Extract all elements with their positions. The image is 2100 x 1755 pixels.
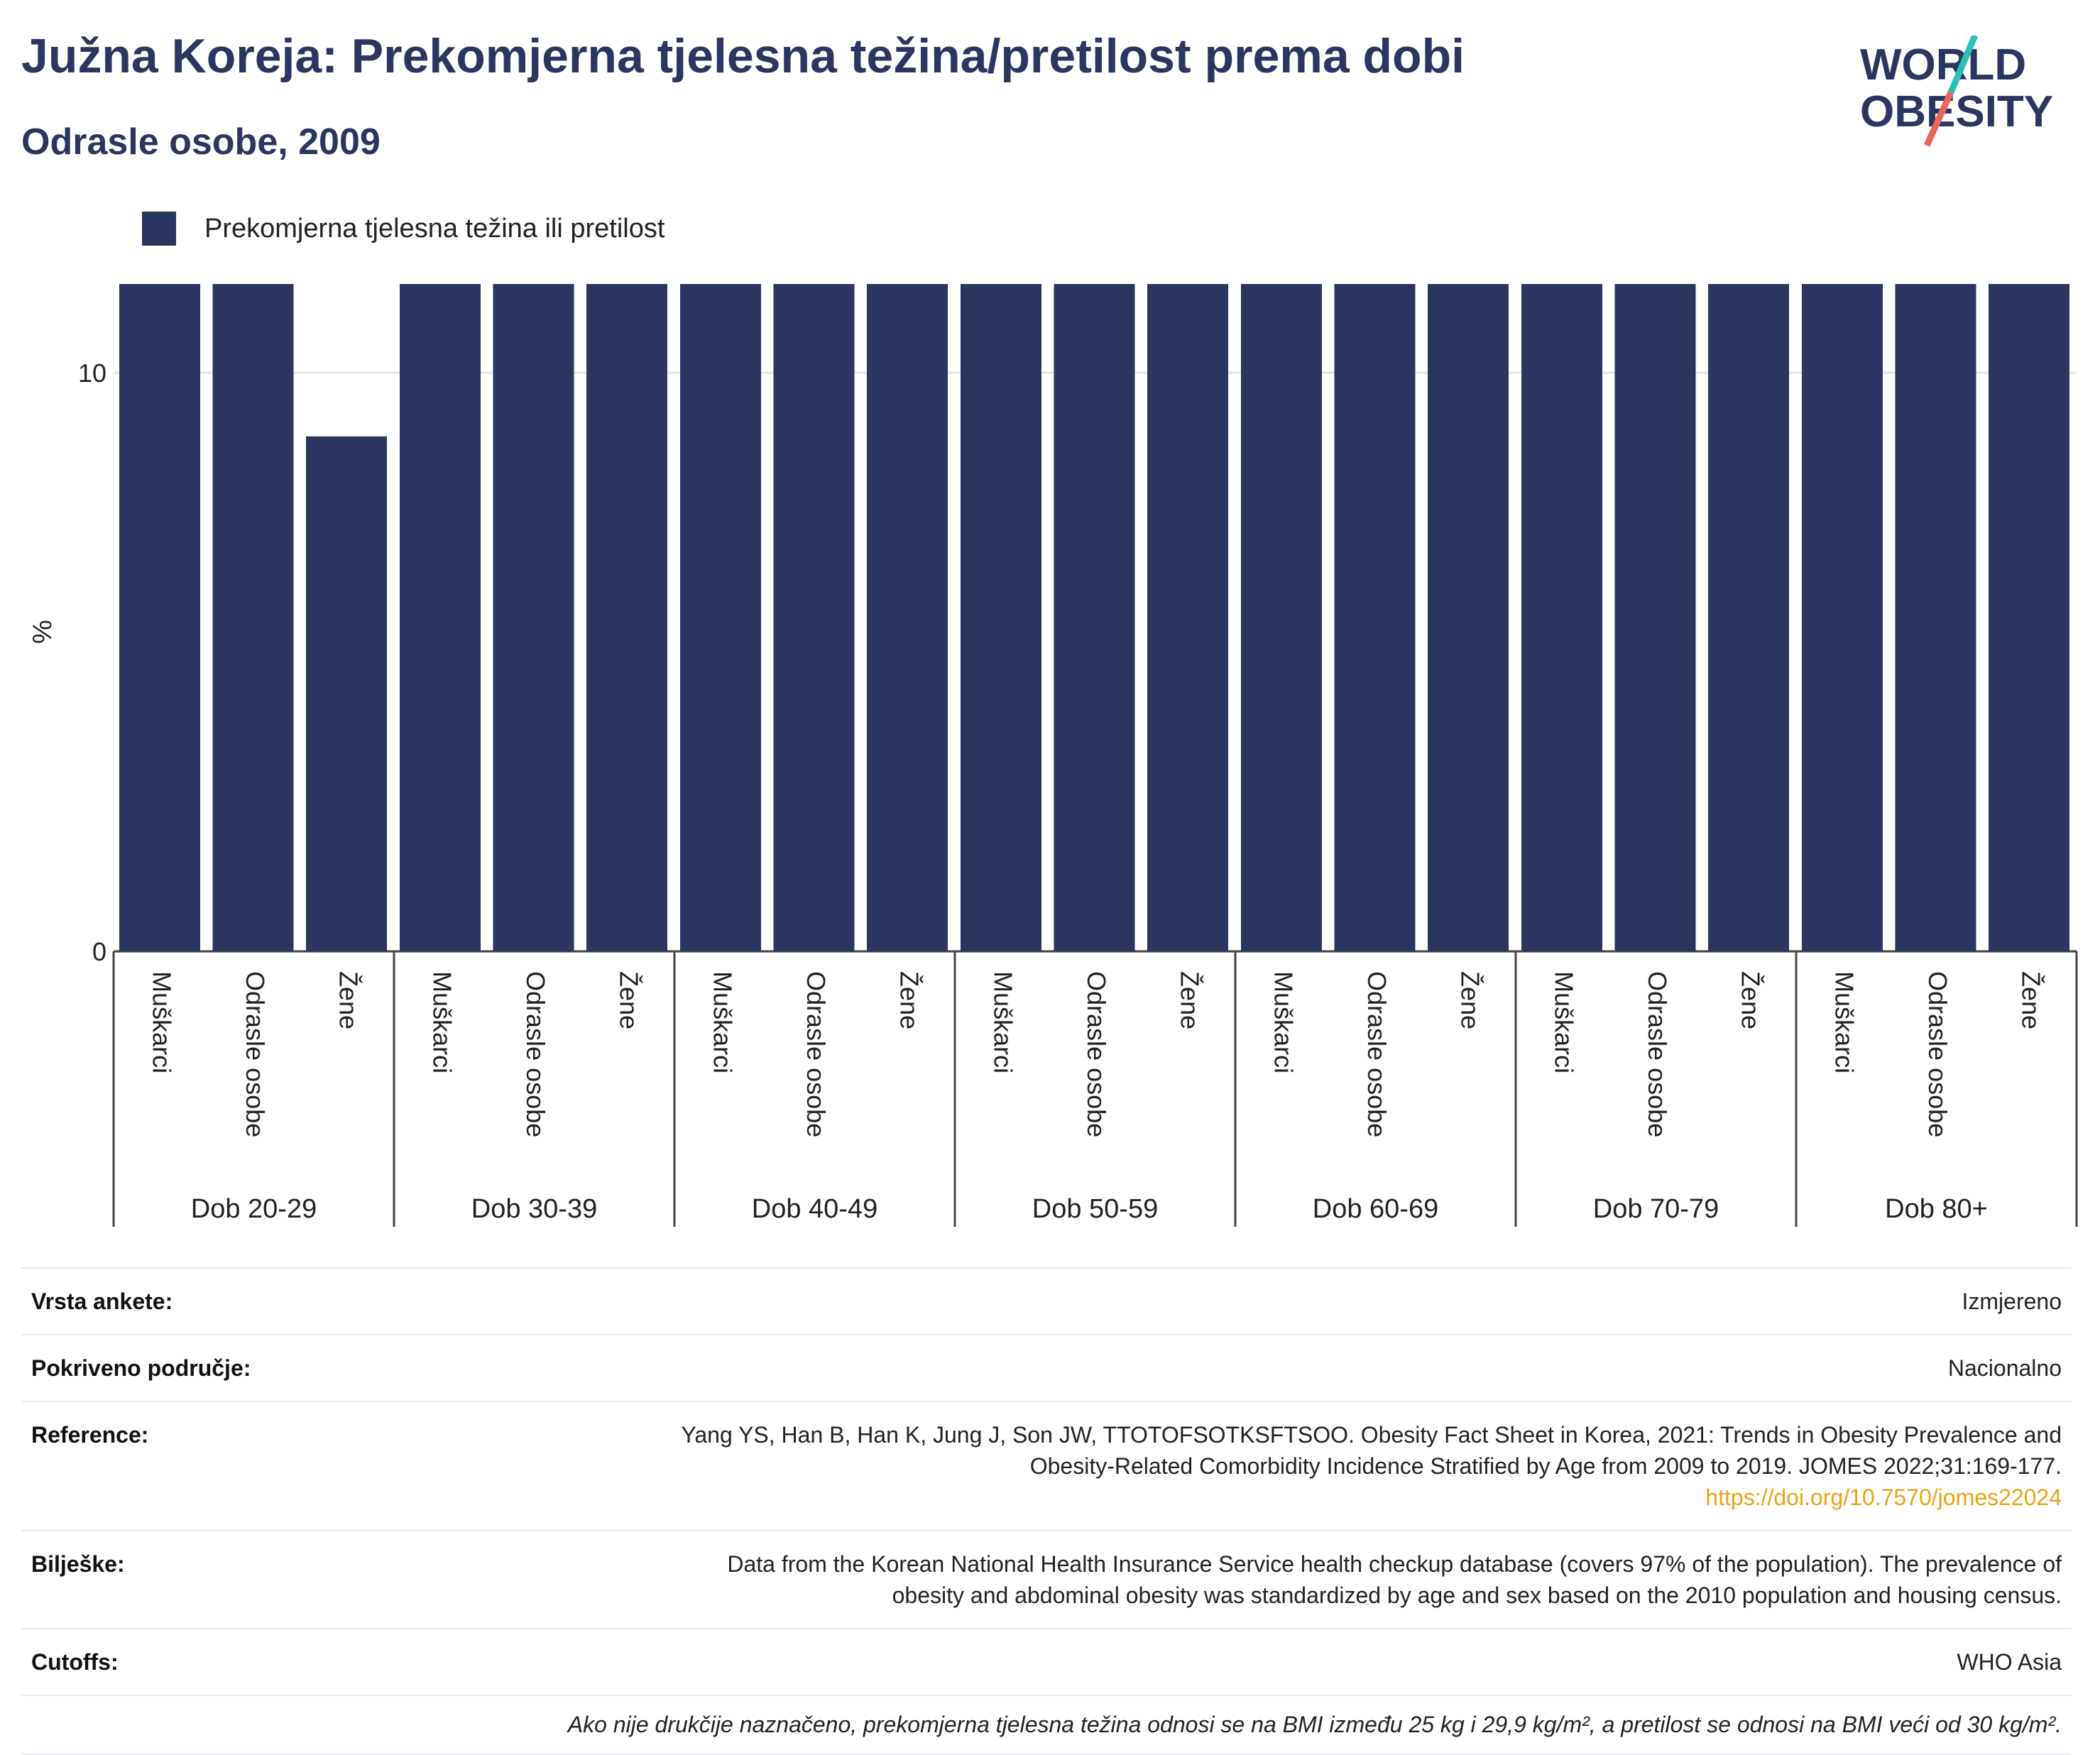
- bar: [493, 284, 574, 951]
- bar: [1614, 284, 1696, 952]
- meta-value: WHO Asia: [1957, 1649, 2062, 1675]
- x-group-label: Dob 40-49: [752, 1194, 877, 1224]
- x-category-label: Odrasle osobe: [1923, 971, 1952, 1137]
- meta-key: Cutoffs:: [31, 1649, 119, 1675]
- meta-key: Vrsta ankete:: [31, 1289, 173, 1314]
- bar: [867, 284, 948, 951]
- x-group-label: Dob 80+: [1885, 1194, 1988, 1224]
- logo-text-obesity: OBESITY: [1860, 87, 2053, 136]
- bar: [1708, 284, 1789, 951]
- notes-line-1: Data from the Korean National Health Ins…: [727, 1551, 2062, 1577]
- bar: [1241, 284, 1322, 951]
- x-category-label: Odrasle osobe: [1643, 971, 1672, 1137]
- bar: [1054, 284, 1135, 951]
- logo-text-world: WORLD: [1860, 40, 2026, 89]
- bar: [1521, 284, 1602, 951]
- y-axis-label: %: [28, 620, 58, 644]
- reference-line-2: Obesity-Related Comorbidity Incidence St…: [1029, 1453, 2062, 1479]
- meta-value: Nacionalno: [1947, 1355, 2062, 1381]
- reference-line-1: Yang YS, Han B, Han K, Jung J, Son JW, T…: [681, 1422, 2062, 1448]
- x-group-label: Dob 70-79: [1593, 1194, 1719, 1224]
- x-category-label: Žene: [1736, 971, 1765, 1029]
- x-category-label: Odrasle osobe: [521, 971, 550, 1137]
- bar: [1428, 284, 1509, 951]
- meta-key: Pokriveno područje:: [31, 1355, 251, 1381]
- x-category-label: Odrasle osobe: [802, 971, 831, 1137]
- definition-footnote: Ako nije drukčije naznačeno, prekomjerna…: [21, 1695, 2072, 1755]
- metadata-table: Vrsta ankete: Izmjereno Pokriveno područ…: [21, 1267, 2072, 1755]
- meta-key: Reference:: [31, 1422, 149, 1448]
- meta-row-coverage: Pokriveno područje: Nacionalno: [21, 1334, 2072, 1401]
- meta-row-cutoffs: Cutoffs: WHO Asia: [21, 1628, 2072, 1695]
- x-category-label: Žene: [1175, 971, 1204, 1029]
- bar: [119, 284, 200, 951]
- y-tick-label: 0: [92, 937, 106, 966]
- meta-row-notes: Bilješke: Data from the Korean National …: [21, 1530, 2072, 1628]
- x-category-label: Žene: [1455, 971, 1484, 1029]
- bar: [1334, 284, 1416, 951]
- bar: [680, 284, 761, 951]
- meta-row-references: Reference: Yang YS, Han B, Han K, Jung J…: [21, 1401, 2072, 1530]
- bar: [961, 284, 1041, 951]
- bar: [1989, 284, 2069, 951]
- meta-value: Izmjereno: [1962, 1289, 2062, 1314]
- legend-swatch: [142, 212, 176, 246]
- x-category-label: Muškarci: [1269, 971, 1298, 1073]
- x-group-label: Dob 20-29: [191, 1194, 317, 1224]
- x-category-label: Žene: [334, 971, 363, 1029]
- x-category-label: Odrasle osobe: [1362, 971, 1391, 1137]
- x-group-label: Dob 60-69: [1313, 1194, 1438, 1224]
- bar: [212, 284, 294, 951]
- world-obesity-logo: WORLD OBESITY: [1860, 35, 2053, 147]
- meta-row-survey-type: Vrsta ankete: Izmjereno: [21, 1267, 2072, 1334]
- bar: [586, 284, 667, 951]
- bar: [1147, 284, 1228, 951]
- chart-legend: Prekomjerna tjelesna težina ili pretilos…: [142, 212, 665, 246]
- x-category-label: Muškarci: [1830, 971, 1859, 1073]
- x-group-label: Dob 30-39: [471, 1194, 597, 1224]
- x-category-label: Žene: [2016, 971, 2045, 1029]
- notes-line-2: obesity and abdominal obesity was standa…: [892, 1582, 2062, 1608]
- bar: [400, 284, 481, 951]
- x-group-label: Dob 50-59: [1032, 1194, 1158, 1224]
- page-subtitle: Odrasle osobe, 2009: [21, 121, 381, 163]
- x-category-label: Muškarci: [1549, 971, 1578, 1073]
- legend-label: Prekomjerna tjelesna težina ili pretilos…: [204, 213, 665, 244]
- logo-slash-teal: [1947, 35, 1979, 94]
- bar: [306, 436, 387, 951]
- x-category-label: Odrasle osobe: [241, 971, 270, 1137]
- x-category-label: Žene: [895, 971, 924, 1029]
- x-category-label: Muškarci: [427, 971, 456, 1073]
- x-category-label: Odrasle osobe: [1082, 971, 1111, 1137]
- meta-value: Data from the Korean National Health Ins…: [727, 1548, 2062, 1611]
- bar: [1802, 284, 1883, 951]
- meta-value: Yang YS, Han B, Han K, Jung J, Son JW, T…: [681, 1419, 2062, 1513]
- y-tick-label: 10: [78, 359, 106, 388]
- bar: [773, 284, 855, 951]
- x-category-label: Žene: [614, 971, 643, 1029]
- x-category-label: Muškarci: [988, 971, 1017, 1073]
- reference-link[interactable]: https://doi.org/10.7570/jomes22024: [1705, 1485, 2062, 1510]
- x-category-label: Muškarci: [147, 971, 176, 1073]
- bar: [1895, 284, 1976, 952]
- page-title: Južna Koreja: Prekomjerna tjelesna težin…: [21, 29, 1465, 83]
- logo-slash-red: [1923, 91, 1954, 147]
- meta-key: Bilješke:: [31, 1551, 125, 1577]
- x-category-label: Muškarci: [708, 971, 737, 1073]
